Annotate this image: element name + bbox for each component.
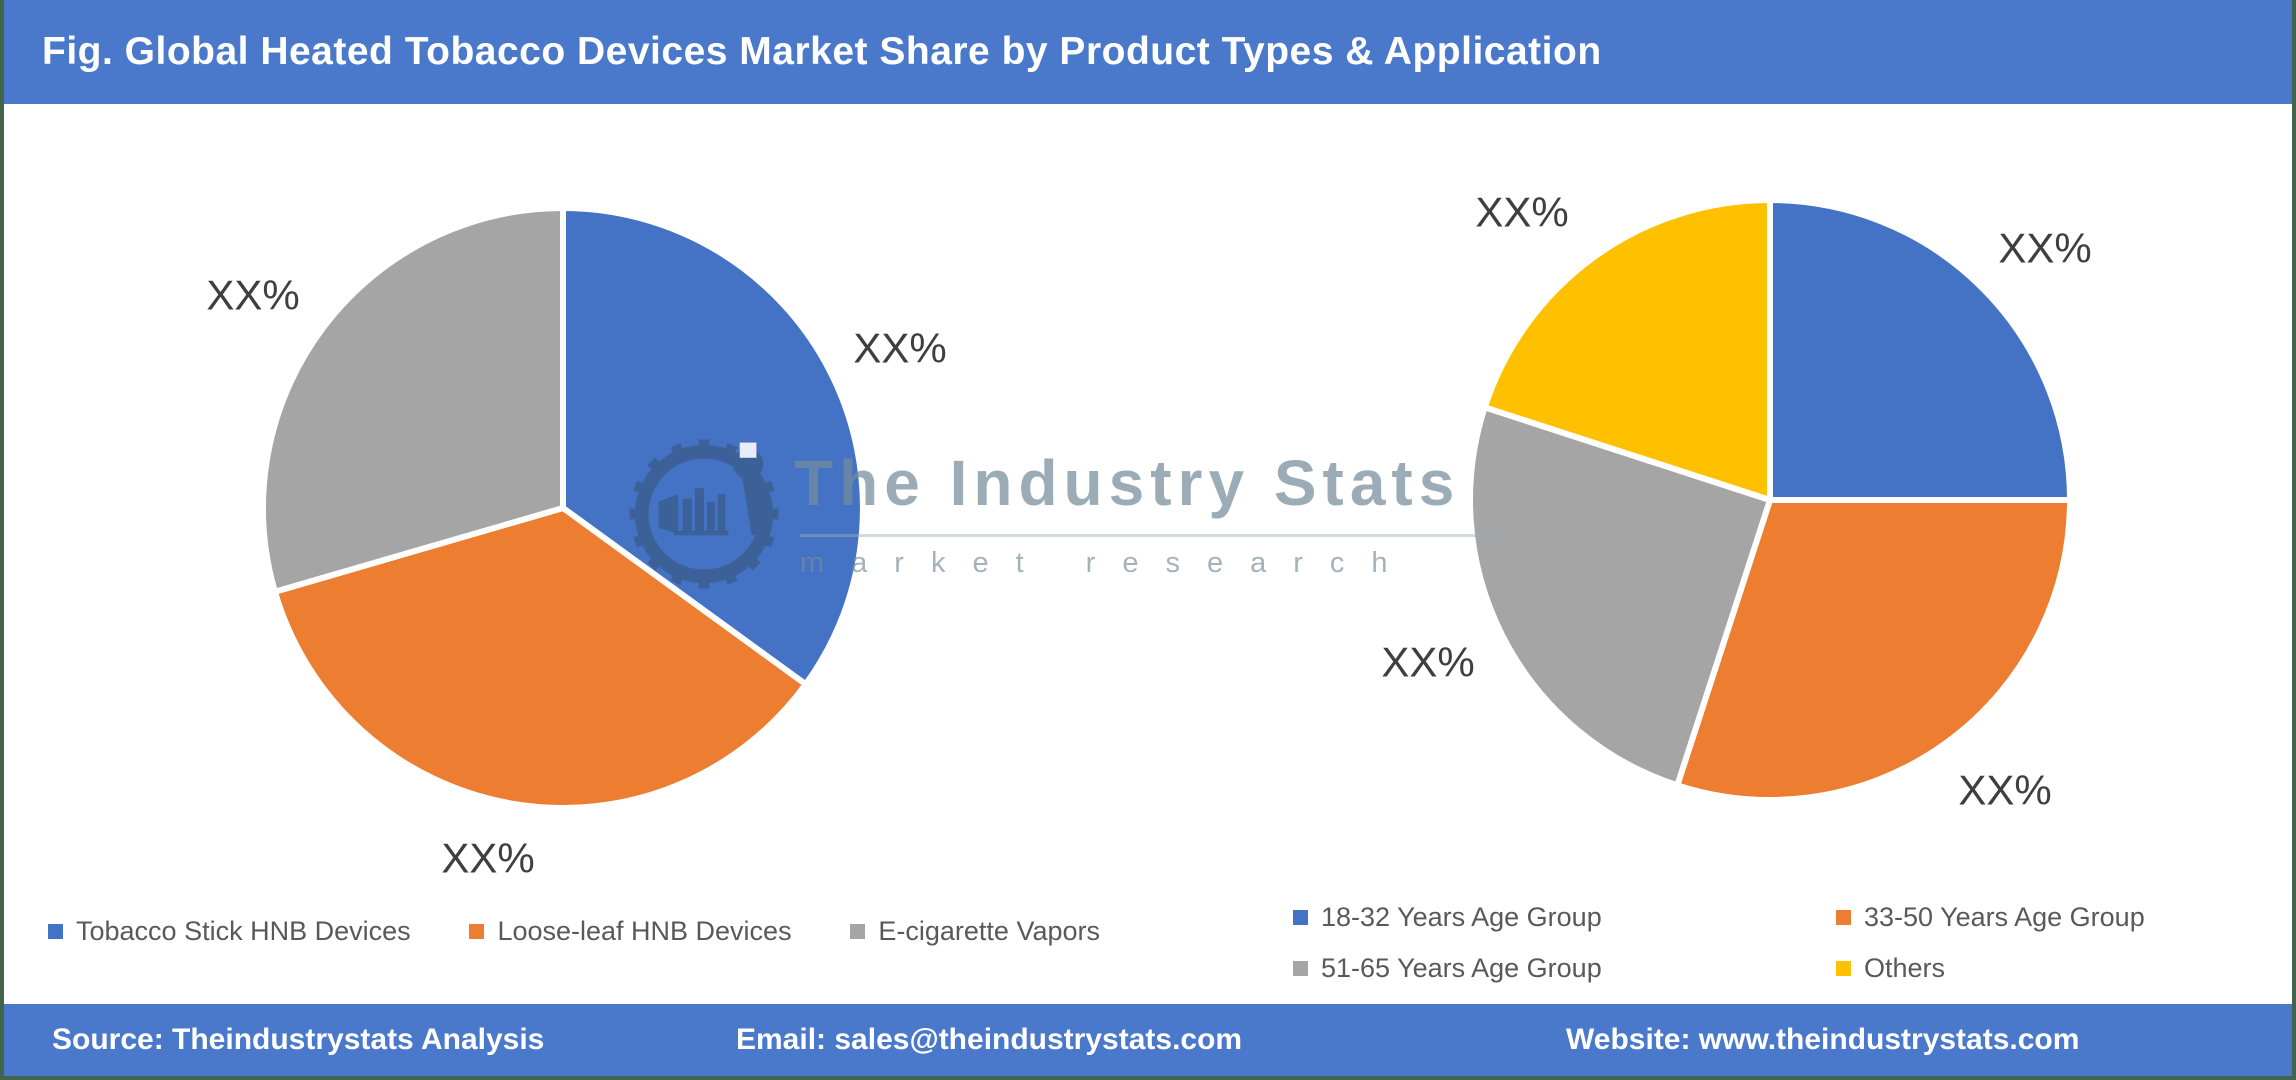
pie-slice-others <box>1481 197 1773 503</box>
legend-swatch <box>850 924 866 939</box>
slice-value-label-loose-leaf-hnb-devices: XX% <box>441 835 534 882</box>
legend-swatch <box>1836 910 1851 925</box>
legend-right: 18-32 Years Age Group 33-50 Years Age Gro… <box>1293 902 2253 984</box>
chart-area: XX% XX% XX% XX% XX% XX% XX% <box>4 104 2292 1000</box>
pie-slice-e-cigarette-vapors <box>259 205 566 595</box>
legend-swatch <box>1293 910 1308 925</box>
slice-value-label-51-65-years-age-group: XX% <box>1381 639 1474 686</box>
legend-item-51-65-years-age-group: 51-65 Years Age Group <box>1293 953 1836 984</box>
slice-value-label-33-50-years-age-group: XX% <box>1958 767 2051 814</box>
legend-label: Others <box>1864 953 1946 983</box>
legend-swatch <box>1836 961 1851 976</box>
legend-item-tobacco-stick-hnb-devices: Tobacco Stick HNB Devices <box>48 916 411 947</box>
legend-label: Tobacco Stick HNB Devices <box>76 916 411 946</box>
legend-item-e-cigarette-vapors: E-cigarette Vapors <box>850 916 1100 947</box>
legend-label: 33-50 Years Age Group <box>1864 902 2145 932</box>
slice-value-label-tobacco-stick-hnb-devices: XX% <box>853 325 946 372</box>
slice-value-label-e-cigarette-vapors: XX% <box>206 272 299 319</box>
legend-item-loose-leaf-hnb-devices: Loose-leaf HNB Devices <box>469 916 792 947</box>
legend-item-18-32-years-age-group: 18-32 Years Age Group <box>1293 902 1836 933</box>
slice-value-label-18-32-years-age-group: XX% <box>1998 225 2091 272</box>
pie-slice-18-32-years-age-group <box>1767 197 2073 503</box>
pie-slice-loose-leaf-hnb-devices <box>271 505 809 811</box>
legend-label: E-cigarette Vapors <box>878 916 1100 946</box>
footer-website: Website: www.theindustrystats.com <box>1566 1023 2080 1056</box>
legend-swatch <box>48 924 63 939</box>
pie-slice-51-65-years-age-group <box>1467 404 1773 789</box>
legend-label: Loose-leaf HNB Devices <box>497 916 792 946</box>
legend-label: 18-32 Years Age Group <box>1321 902 1602 932</box>
footer-source: Source: Theindustrystats Analysis <box>52 1023 545 1056</box>
slice-value-label-others: XX% <box>1475 189 1568 236</box>
legend-item-33-50-years-age-group: 33-50 Years Age Group <box>1836 902 2253 933</box>
legend-swatch <box>1293 961 1308 976</box>
legend-item-others: Others <box>1836 953 2253 984</box>
legend-left: Tobacco Stick HNB Devices Loose-leaf HNB … <box>48 916 1100 947</box>
footer-bar: Source: Theindustrystats Analysis Email:… <box>4 1004 2292 1076</box>
footer-email: Email: sales@theindustrystats.com <box>736 1023 1243 1056</box>
title-bar: Fig. Global Heated Tobacco Devices Marke… <box>4 0 2292 104</box>
pie-slice-33-50-years-age-group <box>1674 497 2073 803</box>
legend-label: 51-65 Years Age Group <box>1321 953 1602 983</box>
legend-swatch <box>469 924 485 939</box>
figure-title: Fig. Global Heated Tobacco Devices Marke… <box>42 30 1602 73</box>
